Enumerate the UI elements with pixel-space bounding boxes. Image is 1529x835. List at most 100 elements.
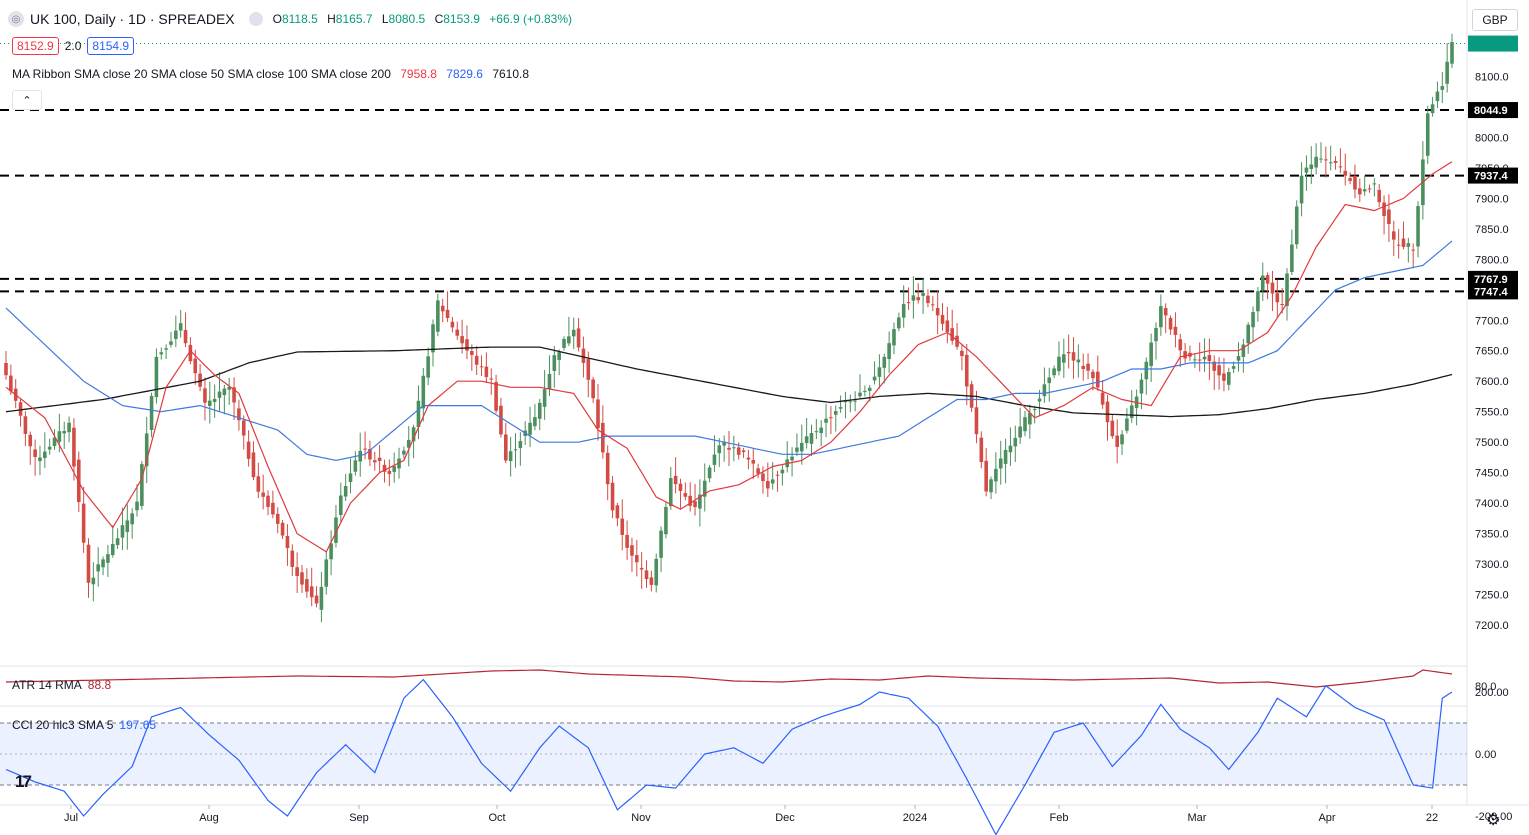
sma200-value: 7610.8 — [492, 67, 530, 81]
candle-body — [814, 431, 819, 433]
atr-label: ATR 14 RMA — [12, 678, 82, 692]
candle-body — [635, 555, 639, 563]
candle-body — [387, 470, 392, 475]
candle-body — [426, 356, 430, 378]
candle-body — [853, 400, 857, 402]
candle-body — [819, 427, 823, 434]
cci-band — [0, 723, 1467, 785]
ask-price[interactable]: 8154.9 — [87, 37, 135, 55]
candle-body — [1159, 306, 1163, 328]
candle-body — [164, 348, 168, 350]
candle-body — [314, 595, 319, 604]
candle-body — [1294, 206, 1299, 245]
candle-body — [241, 420, 246, 436]
close-value: 8153.9 — [443, 12, 480, 26]
time-axis-label: Jul — [64, 812, 78, 824]
price-tick-label: 7700.0 — [1475, 315, 1509, 327]
symbol-name[interactable]: UK 100, Daily · 1D · SPREADEX — [30, 11, 235, 27]
candle-body — [38, 457, 42, 462]
tradingview-logo-icon[interactable]: 17 — [15, 772, 32, 791]
time-axis-label: 22 — [1426, 812, 1438, 824]
candle-body — [1358, 188, 1362, 195]
candle-body — [300, 572, 304, 585]
candle-body — [1115, 435, 1119, 447]
candle-body — [363, 448, 367, 450]
ma-ribbon-legend[interactable]: MA Ribbon SMA close 20 SMA close 50 SMA … — [12, 67, 529, 81]
candle-body — [1125, 418, 1129, 431]
candle-body — [930, 304, 935, 306]
price-tick-label: 7400.0 — [1475, 498, 1509, 510]
candle-body — [290, 550, 295, 567]
candle-body — [1062, 354, 1066, 363]
candle-body — [81, 503, 86, 543]
candle-body — [1285, 273, 1289, 306]
price-tick-label: 7850.0 — [1475, 224, 1509, 236]
collapse-legend-button[interactable]: ⌃ — [12, 90, 42, 110]
candle-body — [1052, 368, 1056, 376]
candle-body — [1333, 161, 1338, 163]
candle-body — [887, 343, 891, 360]
time-axis-label: Mar — [1188, 812, 1207, 824]
candle-body — [1047, 377, 1052, 384]
candle-body — [567, 336, 571, 344]
currency-selector[interactable]: GBP — [1472, 9, 1518, 31]
candle-body — [950, 328, 955, 341]
candle-body — [989, 479, 993, 493]
candle-body — [411, 427, 416, 442]
candle-body — [4, 362, 8, 376]
candle-body — [1042, 384, 1047, 397]
candle-body — [668, 478, 673, 507]
atr-legend[interactable]: ATR 14 RMA 88.8 — [12, 678, 111, 692]
gear-icon[interactable]: ⚙ — [1486, 812, 1501, 829]
candle-body — [1217, 365, 1221, 376]
candle-body — [183, 329, 188, 344]
candle-body — [368, 449, 372, 460]
cci-legend[interactable]: CCI 20 hlc3 SMA 5 197.65 — [12, 718, 156, 732]
atr-line — [5, 669, 1453, 688]
candle-body — [639, 567, 644, 570]
candle-body — [455, 329, 460, 336]
candle-body — [790, 456, 794, 461]
candle-body — [1343, 170, 1348, 176]
candle-body — [1076, 359, 1081, 363]
candle-body — [761, 473, 765, 482]
candle-body — [1095, 371, 1100, 388]
candle-body — [1231, 366, 1236, 369]
candle-body — [416, 400, 421, 427]
candle-body — [1173, 326, 1178, 335]
bid-price[interactable]: 8152.9 — [12, 37, 59, 55]
price-tick-label: 7650.0 — [1475, 346, 1509, 358]
candle-body — [698, 494, 702, 509]
candle-body — [717, 445, 722, 454]
candle-body — [101, 559, 105, 568]
time-axis-label: Oct — [488, 812, 505, 824]
candle-body — [508, 451, 513, 462]
spread-value: 2.0 — [64, 39, 82, 53]
candle-body — [1362, 189, 1367, 192]
price-tick-label: 7600.0 — [1475, 376, 1509, 388]
level-price-tag — [1468, 270, 1518, 287]
candle-body — [106, 554, 110, 563]
candle-body — [1280, 304, 1284, 306]
candle-body — [217, 391, 222, 398]
time-axis-label: 2024 — [903, 812, 927, 824]
candle-body — [1071, 352, 1076, 361]
level-price-label: 8044.9 — [1474, 105, 1508, 117]
candle-body — [775, 474, 780, 476]
candle-body — [1445, 61, 1449, 84]
candle-body — [1396, 244, 1401, 246]
candle-body — [741, 450, 746, 453]
candle-body — [1377, 189, 1382, 203]
candle-body — [858, 392, 862, 397]
candle-body — [1391, 231, 1396, 240]
candle-body — [227, 386, 232, 390]
candle-body — [1028, 412, 1032, 425]
candle-body — [421, 375, 426, 409]
level-price-label: 7937.4 — [1474, 171, 1509, 183]
candle-body — [207, 400, 212, 406]
candle-body — [998, 458, 1003, 469]
candle-body — [974, 407, 979, 435]
candle-body — [305, 579, 309, 592]
